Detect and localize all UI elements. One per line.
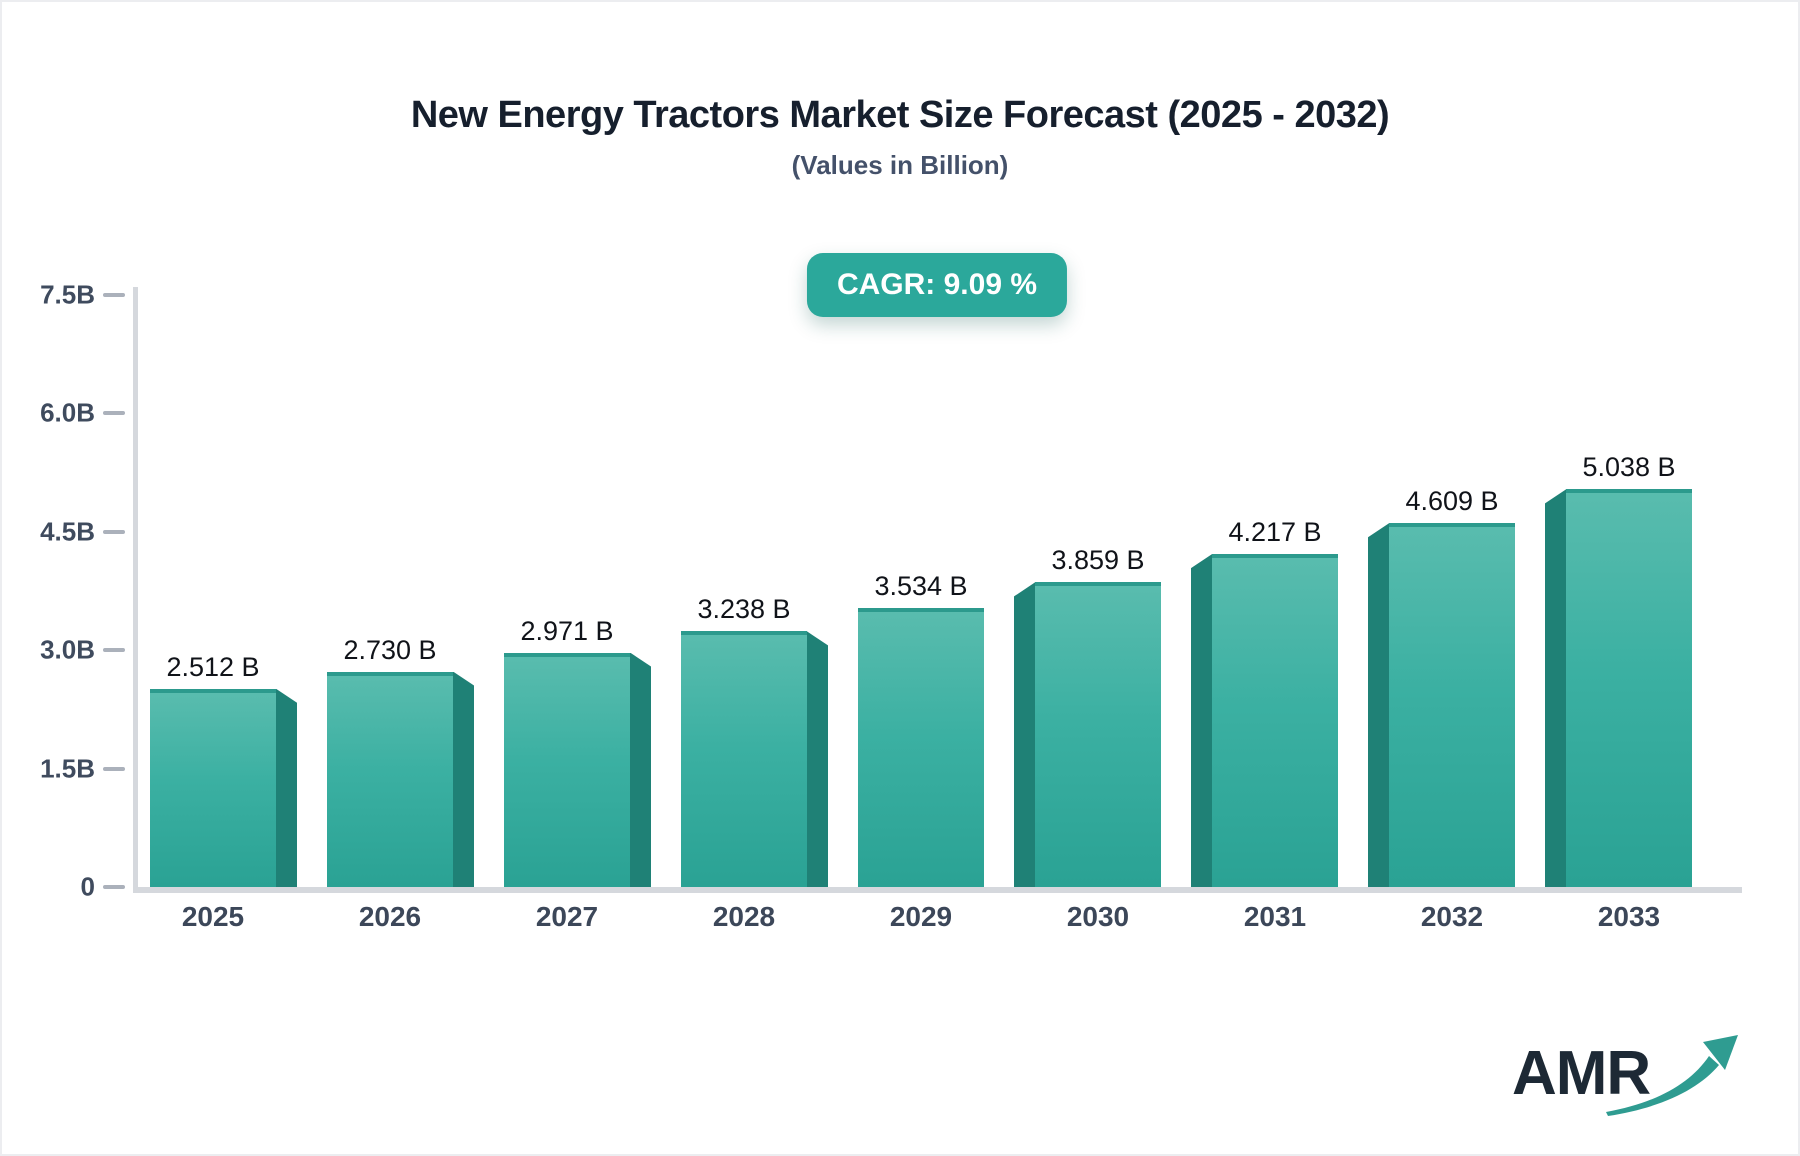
- chart-title: New Energy Tractors Market Size Forecast…: [410, 94, 1390, 136]
- y-tick-dash: [103, 648, 125, 653]
- amr-logo-text: AMR: [1512, 1039, 1650, 1108]
- bar-2026: [327, 671, 453, 887]
- x-tick-label-2030: 2030: [1066, 901, 1130, 932]
- bar-side-shadow-2031: [1191, 554, 1212, 887]
- x-tick-label-2031: 2031: [1243, 901, 1307, 932]
- bar-2029: [858, 608, 984, 887]
- bar-side-shadow-2026: [453, 671, 474, 887]
- y-tick-label: 4.5B: [40, 516, 95, 547]
- bar-value-label-2026: 2.730 B: [343, 634, 437, 665]
- growth-arrow-icon: [1606, 1035, 1738, 1116]
- bar-2032: [1389, 523, 1515, 887]
- bar-value-label-2031: 4.217 B: [1228, 517, 1322, 548]
- y-tick-label: 1.5B: [40, 753, 95, 784]
- y-tick-dash: [103, 529, 125, 534]
- bar-2033: [1566, 489, 1692, 887]
- x-tick-label-2032: 2032: [1420, 901, 1484, 932]
- y-tick-label: 0: [80, 871, 95, 902]
- bar-value-label-2029: 3.534 B: [874, 571, 968, 602]
- bar-value-label-2025: 2.512 B: [166, 651, 260, 682]
- bar-value-label-2033: 5.038 B: [1582, 452, 1676, 483]
- x-tick-label-2026: 2026: [358, 901, 422, 932]
- bar-2027: [504, 652, 630, 887]
- bar-side-shadow-2033: [1545, 489, 1566, 887]
- bar-side-shadow-2025: [276, 688, 297, 887]
- x-axis-line: [133, 887, 1742, 893]
- bar-chart: 7.5B 6.0B 4.5B 3.0B 1.5B 0 2.512 B 2.730 B 2.97…: [40, 280, 1742, 932]
- x-tick-label-2025: 2025: [181, 901, 245, 932]
- bar-2025: [150, 688, 276, 887]
- y-tick-dash: [103, 411, 125, 416]
- cagr-badge-label: CAGR: 9.09 %: [836, 268, 1038, 301]
- bar-side-shadow-2027: [630, 652, 651, 887]
- x-tick-label-2029: 2029: [889, 901, 953, 932]
- y-axis-line: [133, 287, 138, 887]
- y-tick-label: 7.5B: [40, 279, 95, 310]
- amr-logo-graphic: AMR: [1512, 1035, 1738, 1116]
- amr-logo: AMR: [1510, 1030, 1748, 1118]
- bar-side-shadow-2030: [1014, 582, 1035, 887]
- y-tick-label: 3.0B: [40, 634, 95, 665]
- bar-2028: [681, 631, 807, 887]
- x-tick-label-2033: 2033: [1597, 901, 1661, 932]
- bar-side-shadow-2032: [1368, 523, 1389, 887]
- cagr-badge: CAGR: 9.09 %: [806, 253, 1068, 317]
- bar-side-shadow-2028: [807, 631, 828, 887]
- bar-value-label-2032: 4.609 B: [1405, 486, 1499, 517]
- chart-subtitle: (Values in Billion): [791, 150, 1009, 180]
- y-tick-label: 6.0B: [40, 397, 95, 428]
- bar-2031: [1212, 554, 1338, 887]
- bar-value-label-2030: 3.859 B: [1051, 545, 1145, 576]
- y-tick-dash: [103, 766, 125, 771]
- x-tick-label-2027: 2027: [535, 901, 599, 932]
- x-tick-label-2028: 2028: [712, 901, 776, 932]
- y-tick-dash: [103, 885, 125, 889]
- y-tick-dash: [103, 293, 125, 297]
- bar-value-label-2028: 3.238 B: [697, 594, 791, 625]
- bar-2030: [1035, 582, 1161, 887]
- bar-value-label-2027: 2.971 B: [520, 615, 614, 646]
